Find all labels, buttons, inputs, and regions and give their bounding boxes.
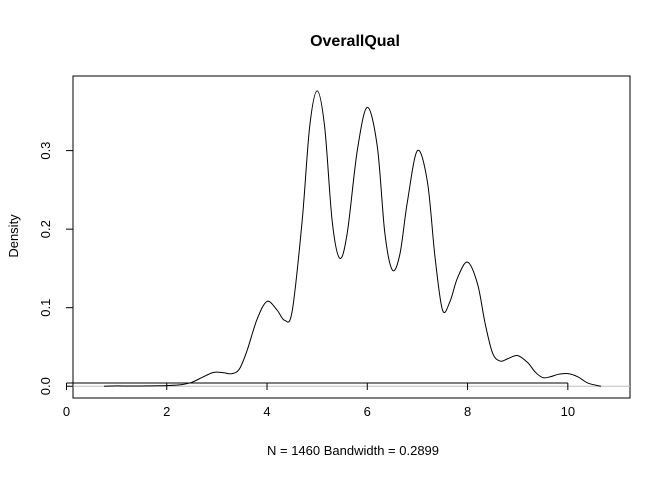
y-tick-label: 0.0 — [38, 377, 53, 395]
plot-frame — [72, 75, 631, 399]
x-tick-label: 4 — [263, 404, 270, 419]
y-axis-label: Density — [6, 214, 21, 258]
density-curve — [104, 90, 602, 387]
y-tick-label: 0.3 — [38, 142, 53, 160]
y-axis: 0.0 0.1 0.2 0.3 — [38, 142, 74, 395]
y-tick-label: 0.2 — [38, 220, 53, 238]
x-axis-label: N = 1460 Bandwidth = 0.2899 — [267, 443, 439, 458]
x-tick-label: 2 — [163, 404, 170, 419]
x-axis: 0 2 4 6 8 10 — [63, 382, 575, 419]
x-tick-label: 10 — [561, 404, 575, 419]
chart-title: OverallQual — [310, 33, 400, 50]
x-tick-label: 6 — [364, 404, 371, 419]
x-tick-label: 0 — [63, 404, 70, 419]
x-tick-label: 8 — [464, 404, 471, 419]
y-tick-label: 0.1 — [38, 299, 53, 317]
